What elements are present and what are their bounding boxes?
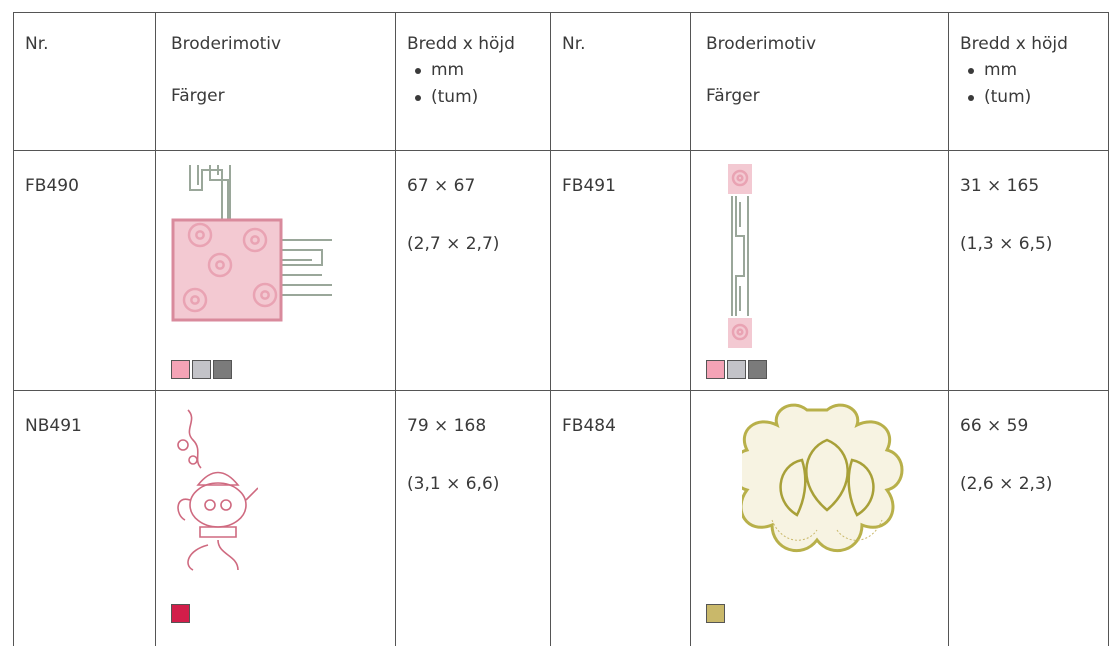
color-swatch	[192, 360, 211, 379]
header-nr: Nr.	[562, 34, 586, 54]
column-border	[550, 12, 551, 646]
header-motif: Broderimotiv	[171, 34, 282, 54]
size-inch: (2,6 × 2,3)	[960, 474, 1053, 494]
motif-image	[171, 165, 332, 322]
size-inch: (2,7 × 2,7)	[407, 234, 500, 254]
header-motif: Broderimotiv	[706, 34, 817, 54]
motif-image	[728, 164, 752, 348]
color-swatch	[171, 604, 190, 623]
size-mm: 67 × 67	[407, 176, 476, 196]
header-unit: mm	[431, 60, 465, 80]
size-inch: (3,1 × 6,6)	[407, 474, 500, 494]
header-colors: Färger	[706, 86, 760, 106]
column-border	[1108, 12, 1109, 646]
color-swatch	[706, 604, 725, 623]
color-swatch	[213, 360, 232, 379]
size-mm: 31 × 165	[960, 176, 1040, 196]
row-border	[13, 12, 1109, 13]
size-mm: 66 × 59	[960, 416, 1029, 436]
size-mm: 79 × 168	[407, 416, 487, 436]
color-swatch	[727, 360, 746, 379]
header-nr: Nr.	[25, 34, 49, 54]
motif-image	[177, 409, 258, 571]
header-size: Bredd x höjd	[960, 34, 1068, 54]
header-unit: (tum)	[431, 87, 479, 107]
column-border	[13, 12, 14, 646]
row-border	[13, 390, 1109, 391]
motif-image	[742, 403, 904, 553]
color-swatch	[706, 360, 725, 379]
header-unit: mm	[984, 60, 1018, 80]
column-border	[395, 12, 396, 646]
header-colors: Färger	[171, 86, 225, 106]
color-swatch	[171, 360, 190, 379]
bullet	[415, 95, 421, 101]
item-number: FB484	[562, 416, 616, 436]
column-border	[155, 12, 156, 646]
item-number: FB491	[562, 176, 616, 196]
bullet	[968, 95, 974, 101]
bullet	[415, 68, 421, 74]
color-swatch	[748, 360, 767, 379]
column-border	[690, 12, 691, 646]
header-size: Bredd x höjd	[407, 34, 515, 54]
header-unit: (tum)	[984, 87, 1032, 107]
size-inch: (1,3 × 6,5)	[960, 234, 1053, 254]
bullet	[968, 68, 974, 74]
column-border	[948, 12, 949, 646]
item-number: NB491	[25, 416, 82, 436]
row-border	[13, 150, 1109, 151]
item-number: FB490	[25, 176, 79, 196]
